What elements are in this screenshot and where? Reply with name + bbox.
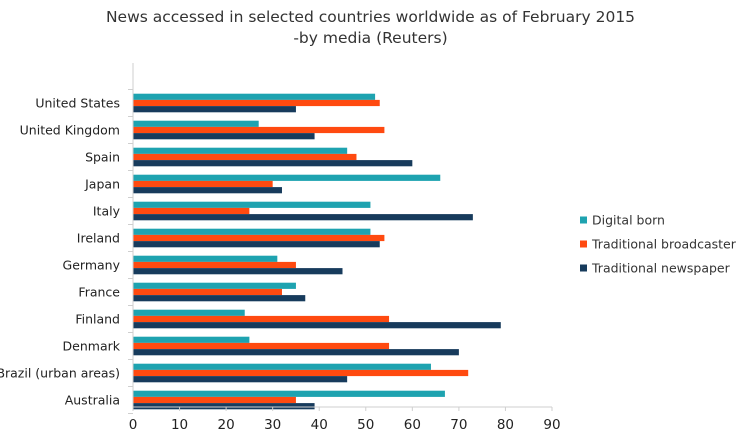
bar-digital-born-italy [133, 201, 371, 208]
bar-traditional-broadcaster-brazil-urban-areas [133, 369, 469, 377]
category-label-united-kingdom: United Kingdom [20, 123, 120, 138]
category-label-germany: Germany [63, 258, 121, 273]
bar-traditional-newspaper-finland [133, 322, 501, 329]
category-label-ireland: Ireland [77, 231, 120, 246]
chart-title-block: News accessed in selected countries worl… [0, 7, 741, 49]
bar-digital-born-finland [133, 309, 245, 316]
bar-traditional-newspaper-italy [133, 214, 473, 221]
bar-digital-born-denmark [133, 336, 250, 343]
category-label-italy: Italy [93, 204, 121, 219]
category-label-spain: Spain [85, 150, 120, 165]
bar-traditional-broadcaster-denmark [133, 342, 390, 350]
bar-traditional-newspaper-denmark [133, 349, 459, 356]
bar-traditional-newspaper-australia [133, 403, 315, 410]
category-label-finland: Finland [75, 312, 120, 327]
chart-subtitle: -by media (Reuters) [293, 29, 448, 47]
legend-swatch-traditional-broadcaster [580, 240, 587, 248]
bar-traditional-broadcaster-ireland [133, 234, 385, 242]
x-tick-label-10: 10 [171, 417, 188, 433]
bar-traditional-broadcaster-japan [133, 180, 273, 188]
legend-label-traditional-broadcaster: Traditional broadcaster [591, 237, 737, 252]
x-tick-label-80: 80 [497, 417, 514, 433]
x-tick-label-70: 70 [450, 417, 467, 433]
bar-traditional-newspaper-spain [133, 160, 413, 167]
category-label-france: France [78, 285, 120, 300]
x-tick-label-30: 30 [264, 417, 281, 433]
bar-traditional-broadcaster-spain [133, 153, 357, 161]
bar-traditional-broadcaster-germany [133, 261, 296, 269]
bar-traditional-broadcaster-united-kingdom [133, 126, 385, 134]
category-label-denmark: Denmark [63, 339, 121, 354]
bar-traditional-newspaper-united-kingdom [133, 133, 315, 140]
x-tick-label-50: 50 [357, 417, 374, 433]
bar-digital-born-ireland [133, 228, 371, 235]
x-tick-label-20: 20 [218, 417, 235, 433]
legend-label-digital-born: Digital born [592, 213, 665, 228]
bar-traditional-newspaper-france [133, 295, 306, 302]
legend-swatch-traditional-newspaper [580, 264, 587, 272]
category-label-united-states: United States [35, 96, 120, 111]
bar-traditional-broadcaster-united-states [133, 99, 380, 107]
chart-title: News accessed in selected countries worl… [105, 8, 636, 26]
bar-traditional-broadcaster-australia [133, 396, 296, 404]
bar-digital-born-brazil-urban-areas [133, 363, 431, 370]
legend-swatch-digital-born [580, 216, 587, 224]
bar-digital-born-australia [133, 390, 445, 397]
bar-digital-born-germany [133, 255, 278, 262]
category-label-brazil-urban-areas: Brazil (urban areas) [0, 366, 120, 381]
bar-digital-born-united-states [133, 93, 376, 100]
bar-traditional-newspaper-japan [133, 187, 282, 194]
bar-traditional-broadcaster-finland [133, 315, 390, 323]
category-label-australia: Australia [65, 393, 120, 408]
bar-traditional-newspaper-brazil-urban-areas [133, 376, 348, 383]
bar-traditional-broadcaster-italy [133, 207, 250, 215]
bar-digital-born-japan [133, 174, 441, 181]
legend-label-traditional-newspaper: Traditional newspaper [591, 261, 731, 276]
bar-traditional-newspaper-germany [133, 268, 343, 275]
bar-digital-born-france [133, 282, 296, 289]
bar-traditional-newspaper-ireland [133, 241, 380, 248]
bar-traditional-newspaper-united-states [133, 106, 296, 113]
category-label-japan: Japan [84, 177, 120, 192]
bar-digital-born-spain [133, 147, 348, 154]
x-tick-label-0: 0 [129, 417, 138, 433]
bar-traditional-broadcaster-france [133, 288, 282, 296]
x-tick-label-40: 40 [311, 417, 328, 433]
x-tick-label-90: 90 [543, 417, 560, 433]
bar-digital-born-united-kingdom [133, 120, 259, 127]
x-tick-label-60: 60 [404, 417, 421, 433]
